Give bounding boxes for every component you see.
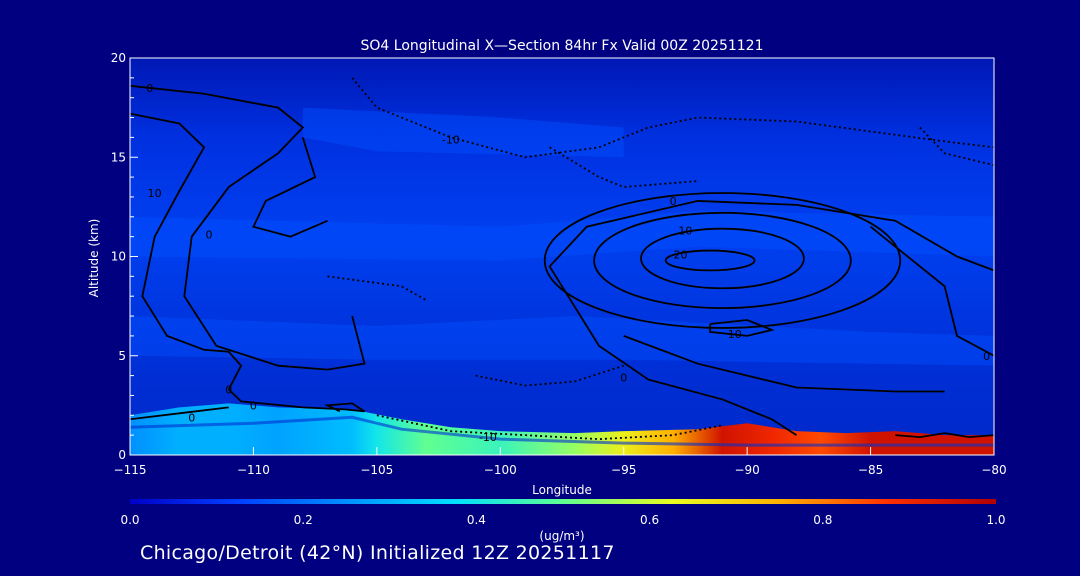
contour-label: 0 — [670, 195, 677, 208]
colorbar — [130, 499, 996, 504]
contour-label: 0 — [205, 229, 212, 242]
terrain-edge — [130, 415, 994, 447]
contour-line — [623, 335, 945, 393]
contour-label: 10 — [728, 328, 742, 341]
y-tick-label: 5 — [118, 349, 126, 363]
footer-caption: Chicago/Detroit (42°N) Initialized 12Z 2… — [140, 542, 615, 564]
contour-line — [895, 432, 994, 439]
contour-line — [228, 388, 366, 413]
x-axis-label: Longitude — [532, 483, 592, 497]
y-tick-label: 15 — [111, 150, 126, 164]
contour-line-dotted — [475, 364, 624, 387]
x-tick-label: −115 — [114, 463, 147, 477]
contour-line — [130, 84, 366, 371]
contour-label: -10 — [479, 431, 497, 444]
y-tick-label: 10 — [111, 250, 126, 264]
contour-labels: 0 10 0 -10 0 10 20 10 0 0 0 -10 0 0 — [146, 82, 990, 444]
contour-line-dotted — [351, 77, 994, 159]
contour-label: 0 — [620, 372, 627, 385]
plot-area — [130, 58, 994, 455]
contour-lines — [130, 77, 994, 441]
contour-line — [640, 227, 805, 290]
contour-line — [252, 137, 328, 238]
chart-title: SO4 Longitudinal X—Section 84hr Fx Valid… — [361, 38, 764, 54]
y-axis: 0 5 10 15 20 — [111, 51, 138, 462]
x-axis: −115 −110 −105 −100 −95 −90 −85 −80 — [114, 447, 1007, 477]
colorbar-tick-label: 0.8 — [813, 513, 832, 527]
contour-label: 0 — [225, 383, 232, 396]
contour-line — [130, 112, 243, 390]
contour-line — [870, 226, 994, 357]
contour-label: 0 — [188, 411, 195, 424]
x-tick-label: −110 — [237, 463, 270, 477]
contour-line — [130, 406, 229, 421]
x-tick-label: −100 — [484, 463, 517, 477]
contour-label: 0 — [250, 399, 257, 412]
colorbar-tick-label: 0.4 — [467, 513, 486, 527]
contour-label: 0 — [983, 350, 990, 363]
x-tick-label: −90 — [734, 463, 759, 477]
contour-line — [664, 249, 756, 272]
colorbar-tick-label: 0.0 — [120, 513, 139, 527]
x-tick-label: −95 — [611, 463, 636, 477]
contour-line-dotted — [376, 414, 723, 441]
contour-label: 20 — [673, 249, 687, 262]
contour-line — [593, 211, 852, 310]
colorbar-tick-label: 0.2 — [294, 513, 313, 527]
contour-label: 10 — [148, 187, 162, 200]
contour-line-dotted — [549, 146, 698, 188]
contour-label: 10 — [678, 225, 692, 238]
field-band — [130, 210, 994, 261]
colorbar-tick-label: 0.6 — [640, 513, 659, 527]
x-tick-label: −80 — [981, 463, 1006, 477]
colorbar-ticks: 0.0 0.2 0.4 0.6 0.8 1.0 — [120, 513, 1005, 527]
y-tick-label: 0 — [118, 448, 126, 462]
x-tick-label: −105 — [360, 463, 393, 477]
contour-line — [548, 200, 994, 307]
contour-label: -10 — [442, 133, 460, 146]
y-axis-label: Altitude (km) — [87, 219, 101, 298]
x-tick-label: −85 — [858, 463, 883, 477]
contour-label: 0 — [146, 82, 153, 95]
contour-line — [709, 319, 775, 337]
contour-line — [573, 305, 798, 436]
contour-line-dotted — [919, 126, 994, 167]
colorbar-label: (ug/m³) — [539, 529, 584, 543]
contour-line — [543, 192, 902, 329]
field-band — [302, 107, 624, 158]
field-band — [130, 316, 994, 366]
y-tick-label: 20 — [111, 51, 126, 65]
colorbar-tick-label: 1.0 — [986, 513, 1005, 527]
